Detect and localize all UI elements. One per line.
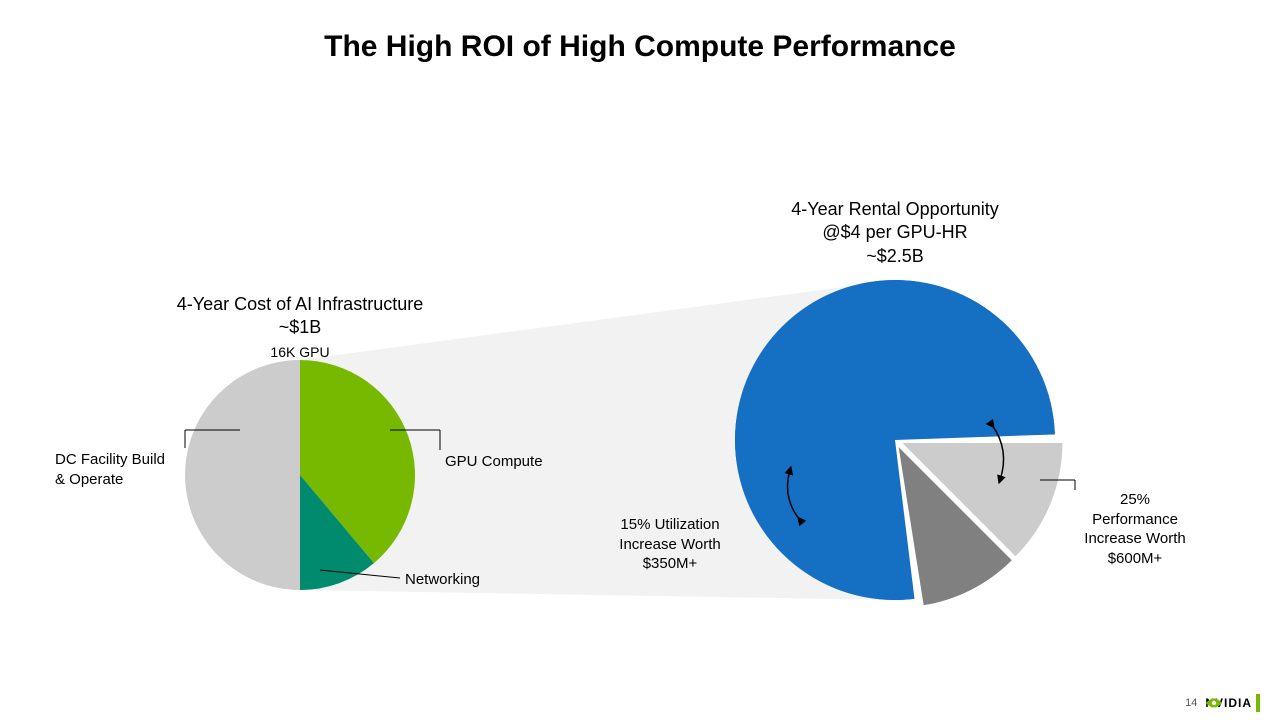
page-number: 14: [1185, 697, 1197, 709]
brand-bar: [1256, 694, 1260, 712]
footer: 14 NVIDIA: [1185, 694, 1260, 712]
leader-lines: [0, 0, 1280, 720]
nvidia-eye-icon: [1205, 696, 1223, 710]
brand-logo: NVIDIA: [1205, 694, 1260, 712]
